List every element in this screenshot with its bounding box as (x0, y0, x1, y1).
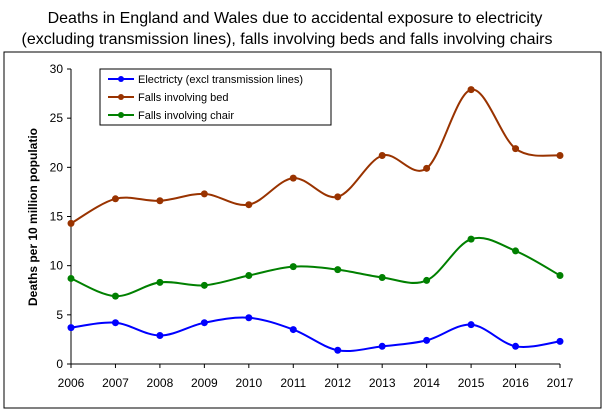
data-point-series-2 (200, 190, 208, 198)
x-tick-label: 2010 (235, 376, 262, 390)
data-point-series-1 (334, 346, 342, 354)
data-point-series-3 (512, 247, 520, 255)
y-tick-label: 15 (50, 210, 64, 224)
y-tick-label: 5 (56, 308, 63, 322)
axes: 0 5 10 15 20 25 30 2006 2007 2008 2009 2010 2011 2012… (50, 62, 574, 390)
x-tick-label: 2006 (58, 376, 85, 390)
data-point-series-1 (200, 319, 208, 327)
data-point-series-3 (156, 278, 164, 286)
data-point-series-2 (334, 193, 342, 201)
data-point-series-2 (111, 195, 119, 203)
x-tick-label: 2008 (147, 376, 174, 390)
legend-swatch-marker (118, 112, 124, 118)
legend-label: Electricty (excl transmission lines) (138, 74, 303, 86)
data-point-series-3 (289, 263, 297, 271)
chart-subtitle: (excluding transmission lines), falls in… (22, 31, 553, 48)
x-tick-label: 2015 (458, 376, 485, 390)
data-point-series-2 (512, 145, 520, 153)
x-tick-label: 2012 (324, 376, 351, 390)
y-tick-label: 10 (50, 259, 64, 273)
y-tick-label: 0 (56, 357, 63, 371)
x-tick-label: 2016 (502, 376, 529, 390)
data-point-series-1 (245, 314, 253, 322)
series-layer (67, 86, 564, 354)
data-point-series-3 (245, 272, 253, 279)
data-point-series-3 (467, 235, 475, 243)
legend-swatch-marker (118, 76, 124, 82)
chart-title: Deaths in England and Wales due to accid… (48, 10, 543, 27)
data-point-series-1 (423, 336, 431, 344)
data-point-series-3 (423, 276, 431, 284)
y-tick-label: 30 (50, 62, 64, 76)
x-tick-label: 2014 (413, 376, 440, 390)
legend-swatch-marker (118, 94, 124, 100)
legend: Electricty (excl transmission lines) Fall… (99, 68, 332, 126)
data-point-series-3 (200, 281, 208, 289)
x-tick-label: 2013 (369, 376, 396, 390)
data-point-series-3 (334, 266, 342, 274)
legend-label: Falls involving chair (138, 110, 234, 122)
x-tick-label: 2017 (547, 376, 574, 390)
data-point-series-2 (245, 201, 253, 209)
x-tick-label: 2009 (191, 376, 218, 390)
y-tick-label: 20 (50, 160, 64, 174)
data-point-series-1 (378, 342, 386, 350)
data-point-series-3 (111, 292, 119, 300)
data-point-series-1 (512, 342, 520, 350)
data-point-series-2 (378, 152, 386, 160)
series-line-1 (70, 316, 561, 353)
data-point-series-3 (378, 273, 386, 281)
data-point-series-1 (111, 319, 119, 327)
data-point-series-3 (67, 274, 75, 282)
data-point-series-2 (289, 174, 297, 182)
data-point-series-2 (67, 219, 75, 227)
data-point-series-1 (289, 326, 297, 334)
y-axis-label: Deaths per 10 million populatio (26, 128, 40, 306)
x-tick-label: 2011 (280, 376, 306, 390)
data-point-series-2 (423, 164, 431, 172)
data-point-series-2 (556, 152, 564, 160)
legend-label: Falls involving bed (138, 92, 229, 104)
data-point-series-1 (67, 324, 75, 332)
data-point-series-2 (156, 197, 164, 205)
data-point-series-1 (556, 337, 564, 345)
legend-box (99, 68, 332, 126)
data-point-series-3 (556, 272, 564, 279)
data-point-series-1 (467, 321, 475, 329)
data-point-series-2 (467, 86, 475, 94)
x-tick-label: 2007 (102, 376, 129, 390)
data-point-series-1 (156, 331, 164, 339)
y-tick-label: 25 (50, 111, 64, 125)
